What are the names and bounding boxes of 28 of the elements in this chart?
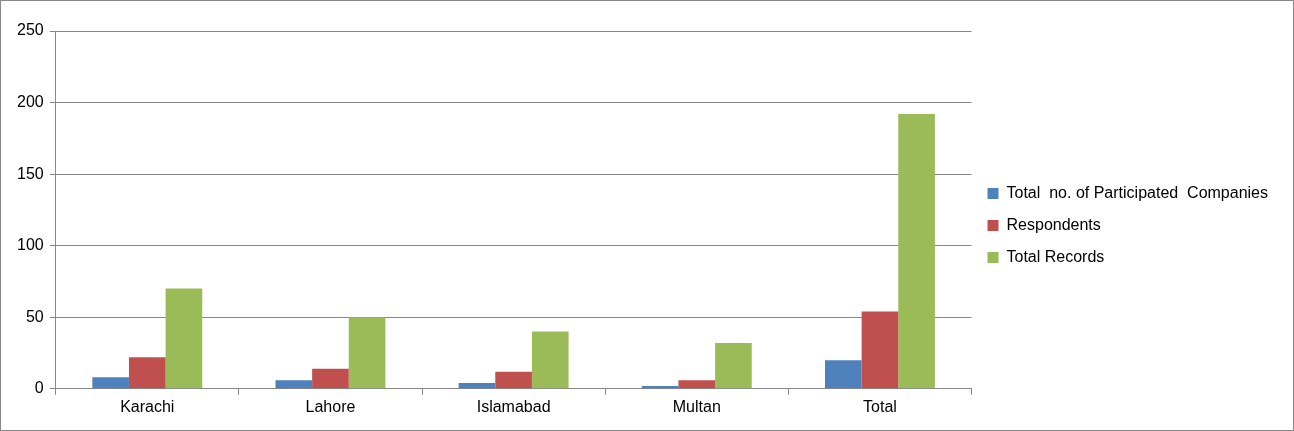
x-tick-label: Total [863, 397, 897, 415]
y-tick-label: 100 [16, 236, 44, 254]
legend-label: Total Records [1006, 247, 1105, 265]
x-tick-label: Islamabad [476, 397, 551, 415]
bar [275, 380, 313, 389]
x-tick-label: Lahore [305, 397, 356, 415]
bar [678, 380, 716, 389]
bar [824, 360, 862, 389]
x-tick-label: Multan [672, 397, 721, 415]
bar [92, 377, 129, 389]
bar [165, 288, 203, 389]
legend-label: Respondents [1006, 215, 1101, 233]
bar [531, 331, 569, 389]
bar [312, 368, 349, 389]
bar [458, 383, 496, 389]
bar [348, 317, 386, 389]
bar [128, 357, 166, 389]
y-tick-label: 200 [16, 92, 44, 110]
x-tick-label: Karachi [120, 397, 175, 415]
bar [715, 343, 752, 389]
y-tick-label: 150 [16, 164, 44, 182]
bar [861, 311, 899, 389]
y-tick-label: 0 [34, 379, 44, 397]
legend-label: Total no. of Participated Companies [1006, 183, 1269, 201]
y-tick-label: 250 [16, 21, 44, 39]
bar [495, 371, 532, 389]
bar [898, 114, 935, 389]
y-tick-label: 50 [25, 307, 44, 325]
